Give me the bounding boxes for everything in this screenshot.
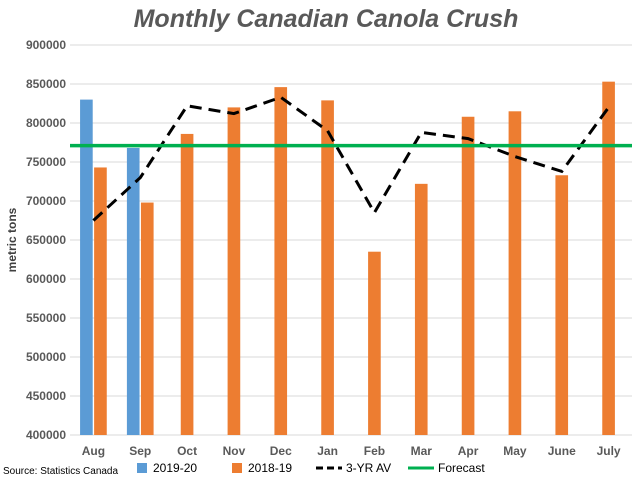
y-tick-label: 600000 (26, 272, 66, 286)
x-tick-label: July (597, 444, 621, 458)
y-tick-label: 750000 (26, 155, 66, 169)
legend-label-2018-19: 2018-19 (248, 461, 292, 475)
legend-swatch-2018-19 (232, 463, 242, 473)
bar-2018-19-oct (180, 133, 194, 436)
y-tick-label: 550000 (26, 311, 66, 325)
source-note: Source: Statistics Canada (3, 466, 118, 477)
bar-2019-20-aug (80, 99, 93, 435)
bar-2018-19-dec (274, 87, 288, 436)
x-axis-ticks: Aug Sep Oct Nov Dec Jan Feb Mar Apr May June July (82, 444, 621, 458)
bar-2018-19-sep (140, 202, 154, 435)
y-tick-label: 800000 (26, 116, 66, 130)
bars (80, 81, 615, 436)
bar-2018-19-mar (414, 183, 428, 435)
legend-label-3-yr-av: 3-YR AV (346, 461, 391, 475)
x-tick-label: Aug (82, 444, 105, 458)
bar-2018-19-may (508, 111, 522, 436)
bar-2018-19-aug (94, 167, 107, 435)
y-tick-label: 400000 (26, 428, 66, 442)
chart-title: Monthly Canadian Canola Crush (134, 5, 519, 33)
legend: 2019-20 2018-19 3-YR AV Forecast (137, 461, 485, 475)
x-tick-label: Dec (270, 444, 292, 458)
y-tick-label: 650000 (26, 233, 66, 247)
x-tick-label: Oct (177, 444, 197, 458)
x-tick-label: Sep (129, 444, 151, 458)
bar-2018-19-apr (461, 116, 475, 435)
y-tick-label: 500000 (26, 350, 66, 364)
y-tick-label: 900000 (26, 38, 66, 52)
y-axis-ticks: 400000 450000 500000 550000 600000 650000 7000… (26, 38, 66, 442)
y-axis-label: metric tons (5, 207, 19, 272)
x-tick-label: Feb (364, 444, 385, 458)
x-tick-label: Nov (223, 444, 246, 458)
line-3-yr-av (92, 95, 610, 222)
legend-label-forecast: Forecast (438, 461, 485, 475)
bar-2018-19-jan (321, 100, 334, 435)
x-tick-label: June (548, 444, 576, 458)
bar-2018-19-nov (227, 107, 241, 436)
bar-2018-19-june (555, 175, 569, 435)
x-tick-label: Apr (458, 444, 479, 458)
x-tick-label: Jan (317, 444, 338, 458)
legend-label-2019-20: 2019-20 (153, 461, 197, 475)
gridlines (70, 44, 632, 436)
lines (70, 95, 632, 222)
bar-2018-19-july (602, 81, 615, 435)
x-tick-label: May (503, 444, 527, 458)
y-tick-label: 450000 (26, 389, 66, 403)
y-tick-label: 700000 (26, 194, 66, 208)
legend-swatch-2019-20 (137, 463, 147, 473)
y-tick-label: 850000 (26, 77, 66, 91)
bar-2019-20-sep (126, 147, 140, 435)
x-tick-label: Mar (411, 444, 433, 458)
bar-2018-19-feb (368, 251, 381, 435)
